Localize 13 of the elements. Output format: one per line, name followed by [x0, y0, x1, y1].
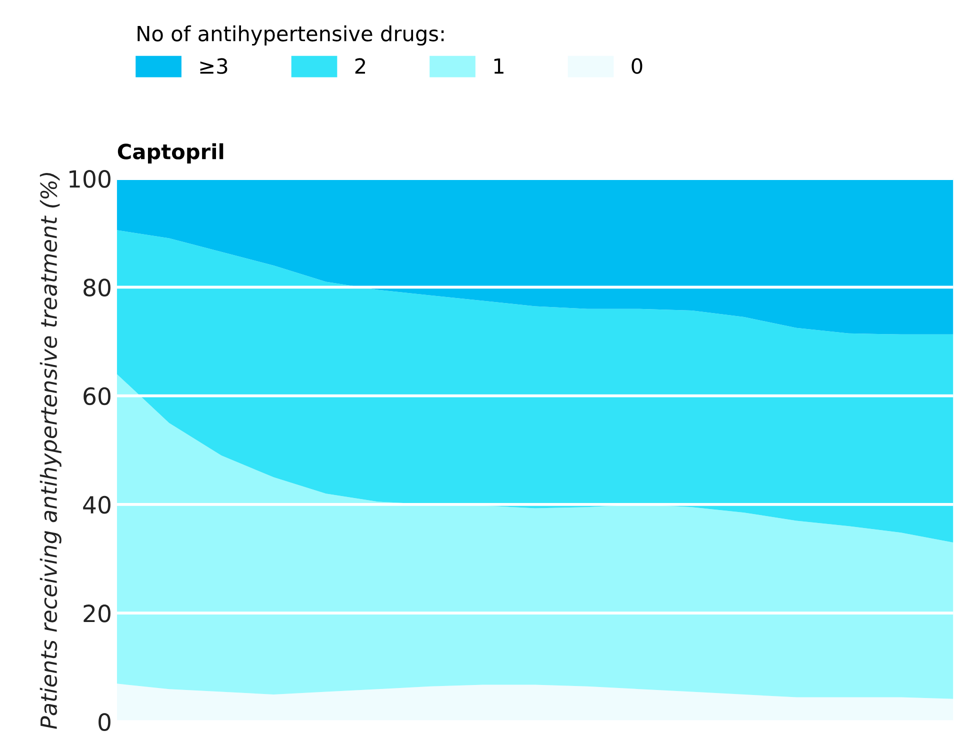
y-tick-label: 60: [84, 387, 110, 406]
legend-label: 1: [494, 58, 504, 74]
y-tick-label: 40: [83, 496, 110, 514]
y-axis-title: Patients receiving antihypertensive treatment (%): [40, 172, 62, 729]
chart-title: Captopril: [118, 143, 224, 164]
y-tick-label: 100: [70, 170, 110, 188]
legend-title: No of antihypertensive drugs:: [138, 25, 444, 46]
y-tick-label: 0: [98, 713, 110, 731]
y-tick-label: 20: [84, 604, 110, 622]
legend-label: 2: [355, 58, 366, 74]
legend-label: 0: [632, 58, 642, 74]
legend-label: ≥3: [200, 58, 228, 74]
y-tick-label: 80: [84, 278, 110, 296]
